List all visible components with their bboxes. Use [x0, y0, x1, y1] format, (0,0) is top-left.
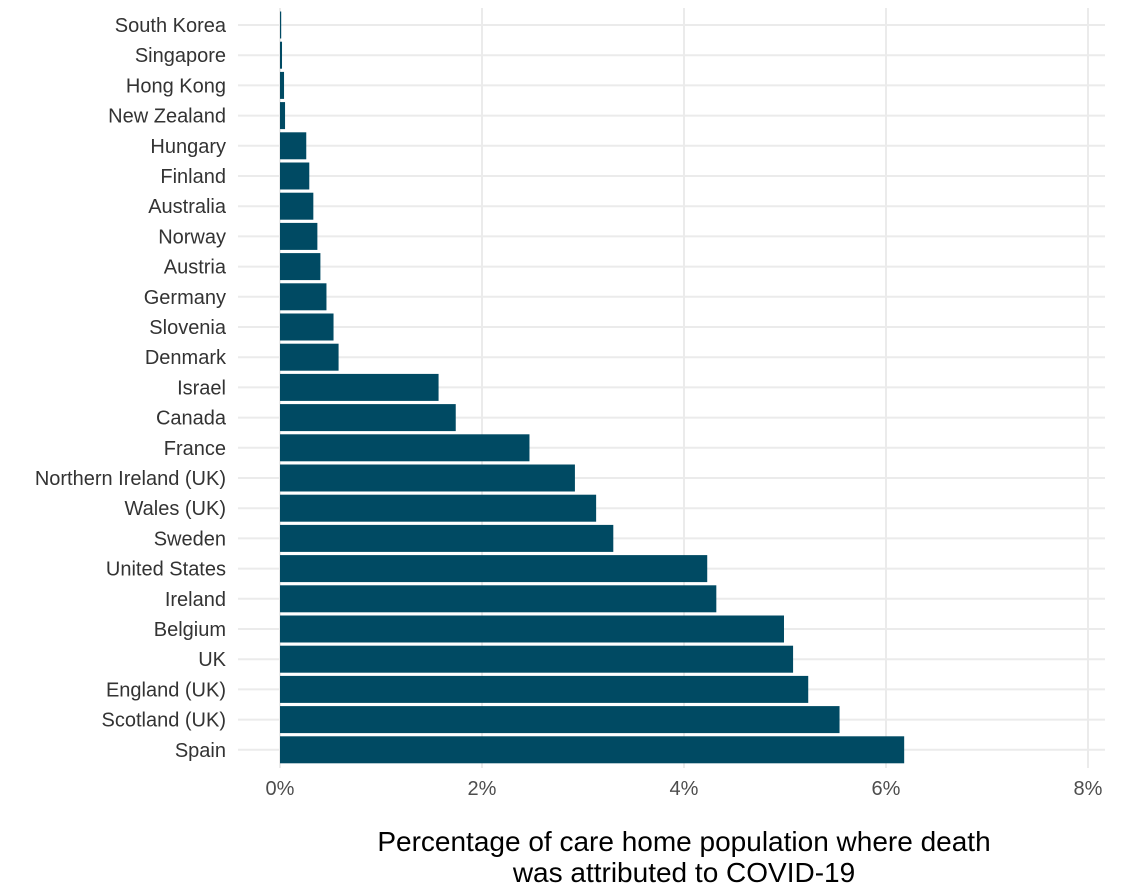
category-label: United States — [106, 559, 226, 581]
category-labels: South Korea Singapore Hong Kong New Zealand… — [35, 15, 227, 762]
bar — [280, 343, 339, 371]
bar — [280, 464, 575, 492]
bars — [280, 11, 905, 764]
bar — [280, 162, 310, 190]
bar — [280, 434, 530, 462]
bar — [280, 555, 708, 583]
category-label: Singapore — [135, 45, 226, 67]
bar — [280, 222, 318, 250]
category-label: Hong Kong — [126, 75, 226, 97]
bar — [280, 132, 307, 160]
bar — [280, 253, 321, 281]
x-tick-label: 2% — [468, 778, 497, 800]
bar — [280, 645, 794, 673]
category-label: South Korea — [115, 15, 227, 37]
category-label: Sweden — [154, 528, 226, 550]
bar — [280, 71, 285, 99]
category-label: Wales (UK) — [125, 498, 226, 520]
category-label: Austria — [164, 257, 227, 279]
bar — [280, 41, 283, 69]
category-label: France — [164, 438, 226, 460]
category-label: Germany — [144, 287, 226, 309]
bar — [280, 615, 784, 643]
category-label: Finland — [160, 166, 226, 188]
bar — [280, 524, 614, 552]
category-label: Spain — [175, 740, 226, 762]
bar — [280, 404, 456, 432]
bar — [280, 11, 282, 39]
category-label: UK — [198, 649, 226, 671]
category-label: Ireland — [165, 589, 226, 611]
category-label: Australia — [148, 196, 227, 218]
category-label: Hungary — [150, 136, 226, 158]
x-tick-label: 0% — [266, 778, 295, 800]
bar — [280, 373, 439, 401]
category-label: Canada — [156, 408, 227, 430]
bar — [280, 102, 286, 130]
category-label: New Zealand — [108, 106, 226, 128]
bar — [280, 283, 327, 311]
x-tick-labels: 0% 2% 4% 6% 8% — [266, 778, 1103, 800]
bar — [280, 494, 597, 522]
category-label: Belgium — [154, 619, 226, 641]
category-label: Scotland (UK) — [102, 710, 227, 732]
x-axis-title-line-1: Percentage of care home population where… — [377, 826, 990, 857]
x-tick-label: 6% — [872, 778, 901, 800]
category-label: Northern Ireland (UK) — [35, 468, 226, 490]
x-axis-title-line-2: was attributed to COVID-19 — [512, 857, 855, 888]
category-label: England (UK) — [106, 679, 226, 701]
category-label: Israel — [177, 377, 226, 399]
bar — [280, 313, 334, 341]
category-label: Norway — [158, 226, 226, 248]
x-tick-label: 8% — [1074, 778, 1103, 800]
bar — [280, 192, 314, 220]
bar — [280, 706, 840, 734]
category-label: Denmark — [145, 347, 227, 369]
x-tick-label: 4% — [670, 778, 699, 800]
bar — [280, 736, 905, 764]
bar — [280, 675, 809, 703]
bar — [280, 585, 717, 613]
category-label: Slovenia — [149, 317, 227, 339]
